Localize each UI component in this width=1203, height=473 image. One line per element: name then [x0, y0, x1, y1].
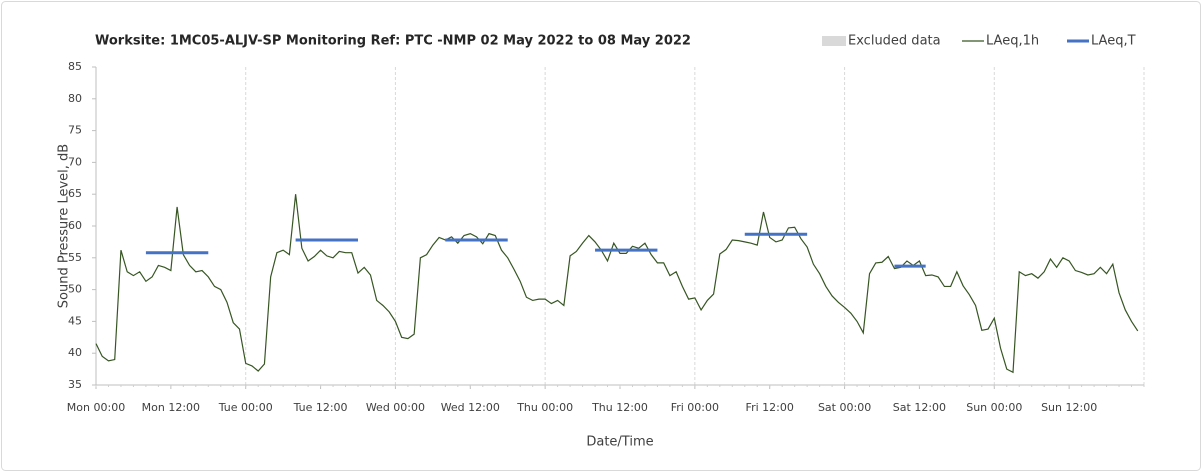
- x-tick-label: Thu 12:00: [591, 401, 648, 414]
- x-tick-label: Sat 12:00: [893, 401, 946, 414]
- series-line: [95, 194, 1139, 374]
- y-tick-label: 85: [68, 60, 82, 73]
- y-tick-label: 60: [68, 219, 82, 232]
- y-tick-label: 45: [68, 314, 82, 327]
- y-tick-label: 40: [68, 346, 82, 359]
- y-tick-label: 70: [68, 155, 82, 168]
- y-axis-label: Sound Pressure Level, dB: [57, 144, 72, 308]
- x-tick-label: Mon 00:00: [67, 401, 125, 414]
- x-tick-label: Mon 12:00: [142, 401, 200, 414]
- y-tick-label: 55: [68, 251, 82, 264]
- y-tick-label: 35: [68, 378, 82, 391]
- x-tick-label: Sun 00:00: [966, 401, 1022, 414]
- x-tick-label: Thu 00:00: [516, 401, 573, 414]
- x-tick-label: Wed 12:00: [441, 401, 500, 414]
- y-tick-label: 50: [68, 283, 82, 296]
- legend-swatch: [822, 36, 846, 46]
- legend-label: LAeq,T: [1091, 34, 1136, 49]
- x-tick-label: Wed 00:00: [366, 401, 425, 414]
- legend-label: Excluded data: [848, 34, 941, 49]
- x-axis-label: Date/Time: [586, 435, 653, 450]
- x-tick-label: Fri 00:00: [671, 401, 719, 414]
- y-tick-label: 65: [68, 187, 82, 200]
- x-tick-label: Fri 12:00: [746, 401, 794, 414]
- chart-title: Worksite: 1MC05-ALJV-SP Monitoring Ref: …: [95, 34, 691, 49]
- x-tick-label: Tue 12:00: [293, 401, 348, 414]
- y-tick-label: 75: [68, 124, 82, 137]
- x-tick-label: Sat 00:00: [818, 401, 871, 414]
- legend-label: LAeq,1h: [986, 34, 1039, 49]
- x-tick-label: Tue 00:00: [218, 401, 273, 414]
- x-tick-label: Sun 12:00: [1041, 401, 1097, 414]
- y-tick-label: 80: [68, 92, 82, 105]
